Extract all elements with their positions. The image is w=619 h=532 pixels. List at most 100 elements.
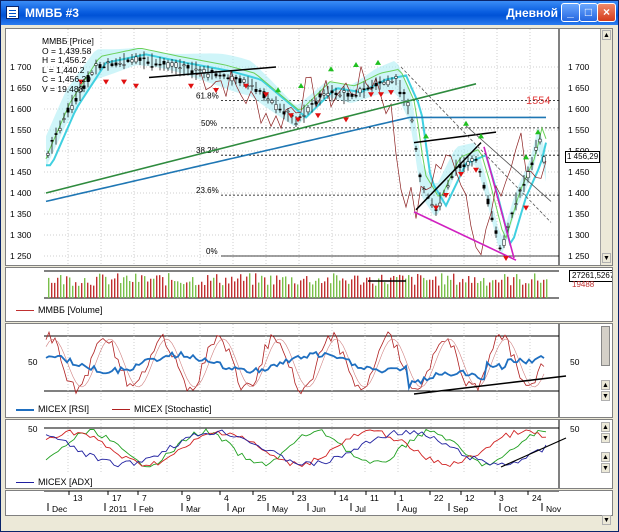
fan-line <box>400 66 552 223</box>
y-tick-left: 1 550 <box>10 125 32 135</box>
volume-bar <box>222 285 224 298</box>
sell-marker <box>458 172 464 177</box>
price-candle <box>178 67 182 70</box>
sell-marker <box>243 83 249 89</box>
volume-bar <box>288 284 290 298</box>
axis-day-label: 17 <box>112 493 122 503</box>
volume-bar <box>312 284 314 298</box>
adx-scrollbar[interactable]: ▲ ▼ ▲ ▼ <box>600 420 612 488</box>
buy-marker <box>353 62 359 67</box>
support-line <box>413 211 517 261</box>
adx-scroll-down-1[interactable]: ▼ <box>601 433 610 443</box>
axis-day-label: 3 <box>499 493 504 503</box>
volume-bar <box>267 284 269 298</box>
rsi-scrollbar[interactable]: ▲ ▼ <box>600 324 612 417</box>
volume-bar <box>231 276 233 298</box>
volume-bar <box>462 278 464 298</box>
rsi-scroll-thumb[interactable] <box>601 326 610 366</box>
stochastic-k-line <box>45 330 545 395</box>
volume-last-value: 27261,52670 <box>569 270 612 282</box>
axis-scroll-down[interactable]: ▼ <box>602 515 611 525</box>
sell-marker <box>378 92 384 98</box>
rsi-scroll-up[interactable]: ▲ <box>601 380 610 390</box>
price-candle <box>406 102 410 107</box>
price-candle <box>78 87 82 93</box>
scroll-up-arrow[interactable]: ▲ <box>602 30 611 40</box>
price-candle <box>402 92 406 95</box>
title-bar[interactable]: ММВБ #3 Дневной _ □ × <box>1 1 618 25</box>
volume-bar <box>237 278 239 298</box>
volume-bar <box>48 277 50 298</box>
adx-scroll-down-2[interactable]: ▼ <box>601 463 610 473</box>
price-candle <box>338 94 342 97</box>
price-scrollbar[interactable]: ▲ ▼ <box>600 29 612 265</box>
volume-bar <box>516 274 518 298</box>
volume-bar <box>261 275 263 298</box>
rsi-trend-line <box>413 375 567 395</box>
sell-marker <box>315 113 321 119</box>
volume-bar <box>519 279 521 298</box>
price-candle <box>502 239 506 246</box>
axis-month-label: Mar <box>186 504 201 514</box>
volume-bar <box>324 281 326 298</box>
volume-bar <box>75 282 77 298</box>
volume-bar <box>405 278 407 298</box>
volume-panel[interactable]: 27261,52670 19488 ММВБ [Volume] <box>5 267 613 322</box>
price-candle <box>526 171 530 179</box>
price-candle <box>310 103 314 105</box>
volume-bar <box>135 273 137 298</box>
volume-bar <box>342 278 344 298</box>
minimize-button[interactable]: _ <box>561 3 580 22</box>
volume-legend: ММВБ [Volume] <box>16 305 102 315</box>
sell-marker <box>121 79 127 85</box>
price-candle <box>294 123 298 125</box>
volume-bar <box>273 284 275 298</box>
adx-legend: MICEX [ADX] <box>16 477 93 487</box>
buy-marker <box>523 154 529 160</box>
price-candle <box>122 64 126 66</box>
timeframe-label[interactable]: Дневной <box>506 6 558 20</box>
rsi-legend: MICEX [RSI] <box>16 404 89 414</box>
price-candle <box>50 140 54 142</box>
rsi-line <box>45 350 545 391</box>
long-moving-average <box>45 116 546 203</box>
price-candle <box>146 61 150 64</box>
buy-marker <box>463 120 469 126</box>
volume-small-value: 19488 <box>572 280 595 289</box>
price-candle <box>102 66 106 69</box>
price-candle <box>118 63 122 65</box>
scroll-down-arrow[interactable]: ▼ <box>602 253 611 263</box>
volume-bar <box>363 282 365 298</box>
sell-marker <box>433 205 439 211</box>
volume-bar <box>387 284 389 298</box>
axis-scroll[interactable]: ▼ <box>601 513 613 527</box>
volume-bar <box>456 284 458 298</box>
price-candle <box>342 90 346 93</box>
adx-minus-di-line <box>45 429 547 468</box>
price-candle <box>390 81 394 83</box>
volume-bar <box>186 282 188 298</box>
sell-marker <box>263 92 269 98</box>
volume-bar <box>183 284 185 298</box>
maximize-button[interactable]: □ <box>579 3 598 22</box>
volume-bar <box>432 279 434 298</box>
rsi-panel[interactable]: 50 50 MICEX [RSI] MICEX [Stochastic] ▲ ▼ <box>5 323 613 418</box>
price-panel[interactable]: 1 700 1 700 1 650 1 650 1 600 1 600 1 550 1 550… <box>5 28 613 266</box>
buy-marker <box>423 133 429 139</box>
adx-scroll-up-2[interactable]: ▲ <box>601 452 610 462</box>
volume-bar <box>501 279 503 298</box>
price-candle <box>286 110 290 113</box>
y-tick-right: 1 250 <box>568 251 590 261</box>
adx-panel[interactable]: 50 50 MICEX [ADX] ▲ ▼ ▲ ▼ <box>5 419 613 489</box>
volume-bar <box>471 282 473 298</box>
rsi-scroll-down[interactable]: ▼ <box>601 391 610 401</box>
volume-bar <box>303 278 305 298</box>
volume-bar <box>156 275 158 298</box>
volume-bar <box>513 277 515 298</box>
volume-bar <box>300 280 302 298</box>
fib-label: 38.2% <box>196 146 219 155</box>
adx-scroll-up-1[interactable]: ▲ <box>601 422 610 432</box>
close-button[interactable]: × <box>597 3 616 22</box>
price-candle <box>162 61 166 65</box>
ohlc-close: C = 1,456.29 <box>42 74 91 85</box>
